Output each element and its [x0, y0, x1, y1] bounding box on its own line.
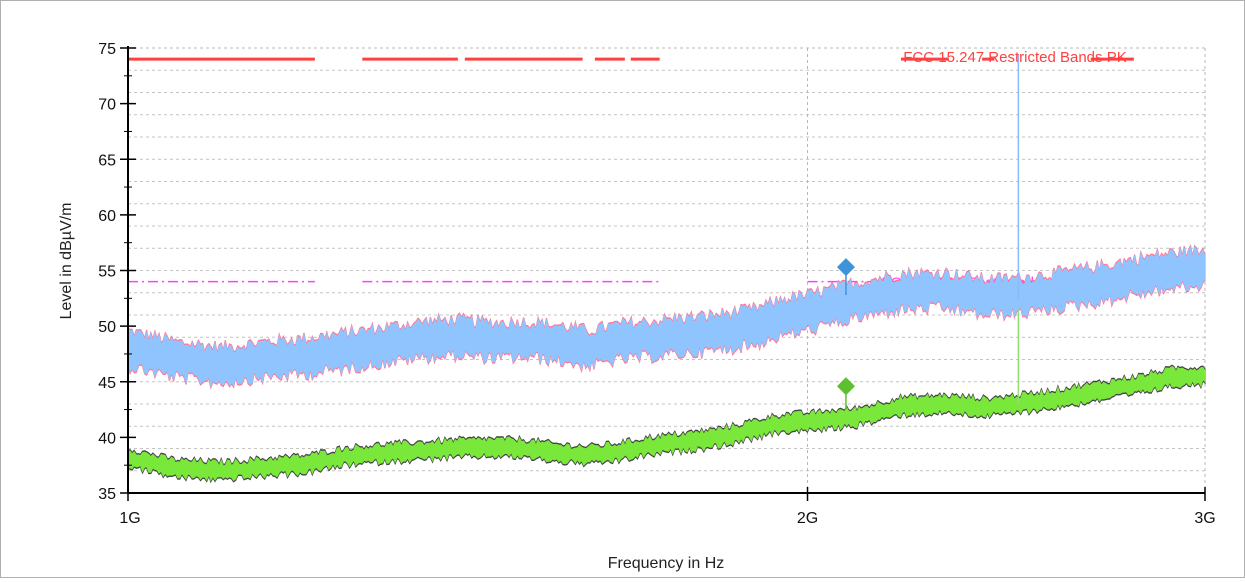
- y-axis-label: Level in dBµV/m: [58, 203, 75, 320]
- series-layer: [127, 244, 1206, 484]
- y-tick-label: 40: [98, 430, 116, 447]
- y-tick-label: 55: [98, 264, 116, 281]
- x-axis-label: Frequency in Hz: [608, 555, 725, 572]
- x-tick-label: 3G: [1194, 510, 1215, 527]
- limit-label-pk: FCC 15.247 Restricted Bands PK: [903, 49, 1126, 66]
- marker-diamond-1: [836, 258, 855, 277]
- series-2-band: [127, 365, 1206, 482]
- grid-layer: [127, 47, 1206, 493]
- y-tick-label: 45: [98, 375, 116, 392]
- overlay-layer: [836, 54, 1020, 410]
- y-tick-label: 35: [98, 486, 116, 503]
- y-tick-label: 65: [98, 152, 116, 169]
- axis-layer: 35 40 45 50 55 60 65 70 75 1G 2G 3G: [98, 41, 1215, 527]
- marker-diamond-2: [836, 377, 855, 396]
- limit-line-layer: FCC 15.247 Restricted Bands PKFCC 15.247…: [128, 49, 1205, 292]
- x-tick-label: 1G: [119, 510, 140, 527]
- x-tick-label: 2G: [797, 510, 818, 527]
- series-1-band: [127, 245, 1206, 388]
- y-tick-label: 75: [98, 41, 116, 58]
- y-tick-label: 70: [98, 97, 116, 114]
- y-tick-label: 50: [98, 319, 116, 336]
- y-tick-label: 60: [98, 208, 116, 225]
